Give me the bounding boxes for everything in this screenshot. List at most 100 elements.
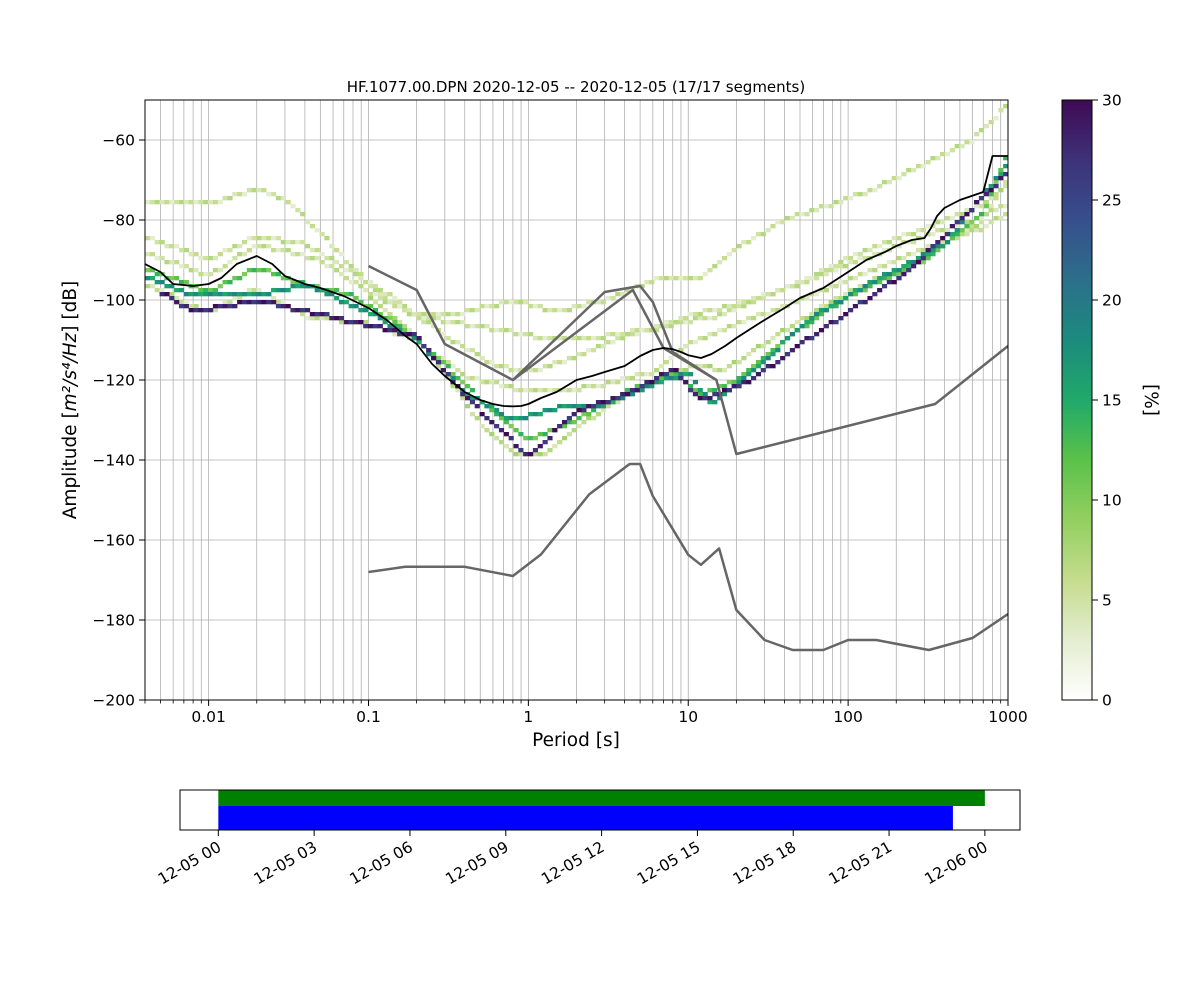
heatmap-cell xyxy=(266,292,272,297)
heatmap-cell xyxy=(702,316,708,321)
heatmap-cell xyxy=(581,420,587,425)
heatmap-cell xyxy=(338,292,345,297)
heatmap-cell xyxy=(300,252,306,257)
heatmap-cell xyxy=(363,288,369,293)
heatmap-cell xyxy=(804,324,810,329)
heatmap-cell xyxy=(906,260,912,265)
timeline-tick-label: 12-05 03 xyxy=(251,838,320,888)
heatmap-cell xyxy=(731,324,737,329)
heatmap-cell xyxy=(397,324,403,329)
heatmap-cell xyxy=(925,256,931,261)
heatmap-cell xyxy=(149,284,155,289)
heatmap-cell xyxy=(561,424,568,429)
reference-curves xyxy=(367,264,1008,652)
heatmap-cell xyxy=(532,448,539,453)
heatmap-cell xyxy=(949,216,955,221)
heatmap-cell xyxy=(193,308,199,313)
heatmap-cell xyxy=(169,284,175,289)
y-tick-label: −180 xyxy=(92,612,135,630)
heatmap-cell xyxy=(721,304,728,309)
y-axis-label-tail: ] [dB] xyxy=(60,281,81,333)
heatmap-cell xyxy=(251,188,257,193)
heatmap-cell xyxy=(809,316,815,321)
heatmap-cell xyxy=(145,284,151,289)
heatmap-cell xyxy=(304,284,311,289)
heatmap-cell xyxy=(542,336,548,341)
heatmap-cell xyxy=(188,252,194,257)
heatmap-cell xyxy=(765,352,771,357)
heatmap-cell xyxy=(799,316,805,321)
heatmap-cell xyxy=(765,356,771,361)
heatmap-cell xyxy=(586,300,592,305)
heatmap-cell xyxy=(925,160,931,165)
heatmap-cell xyxy=(513,452,519,457)
heatmap-cell xyxy=(338,252,345,257)
heatmap-cell xyxy=(780,328,786,333)
heatmap-cell xyxy=(290,284,296,289)
heatmap-cell xyxy=(338,316,345,321)
heatmap-cell xyxy=(872,276,878,281)
heatmap-cell xyxy=(464,376,471,381)
heatmap-cell xyxy=(838,300,844,305)
heatmap-cell xyxy=(857,284,863,289)
heatmap-cell xyxy=(508,300,514,305)
heatmap-cell xyxy=(804,336,810,341)
heatmap-cell xyxy=(857,192,863,197)
heatmap-cell xyxy=(246,300,252,305)
heatmap-cell xyxy=(285,288,291,293)
heatmap-cell xyxy=(775,308,781,313)
heatmap-cell xyxy=(944,152,951,157)
heatmap-cell xyxy=(896,268,902,273)
heatmap-cell xyxy=(993,116,999,121)
heatmap-cell xyxy=(266,192,272,197)
heatmap-cell xyxy=(974,132,980,137)
heatmap-cell xyxy=(188,268,194,273)
heatmap-cell xyxy=(232,292,238,297)
heatmap-cell xyxy=(193,200,199,205)
heatmap-cell xyxy=(183,304,189,309)
heatmap-cell xyxy=(178,304,185,309)
heatmap-cell xyxy=(974,204,980,209)
heatmap-cell xyxy=(193,268,199,273)
heatmap-cell xyxy=(911,252,917,257)
heatmap-cell xyxy=(285,304,291,309)
heatmap-cell xyxy=(930,252,936,257)
heatmap-cell xyxy=(154,288,160,293)
heatmap-cell xyxy=(702,364,708,369)
heatmap-cell xyxy=(857,272,863,277)
heatmap-cell xyxy=(911,260,917,265)
heatmap-cell xyxy=(542,452,548,457)
heatmap-cell xyxy=(668,320,674,325)
heatmap-cell xyxy=(416,316,422,321)
heatmap-cell xyxy=(489,380,495,385)
heatmap-cell xyxy=(877,276,883,281)
heatmap-cell xyxy=(232,192,238,197)
heatmap-cell xyxy=(431,316,437,321)
heatmap-cell xyxy=(246,248,252,253)
heatmap-cell xyxy=(154,256,160,261)
timeline-frame xyxy=(179,789,1021,831)
heatmap-cell xyxy=(658,380,665,385)
heatmap-cell xyxy=(338,320,345,325)
heatmap-cell xyxy=(154,240,160,245)
heatmap-cell xyxy=(818,328,825,333)
heatmap-cell xyxy=(838,316,844,321)
heatmap-cell xyxy=(823,304,829,309)
y-axis-label-math: m²/s⁴/Hz xyxy=(60,331,81,411)
heatmap-cell xyxy=(479,424,485,429)
heatmap-cell xyxy=(382,320,388,325)
heatmap-cell xyxy=(494,304,500,309)
heatmap-cell xyxy=(271,248,277,253)
heatmap-cell xyxy=(532,452,539,457)
heatmap-cell xyxy=(746,372,752,377)
heatmap-cell xyxy=(620,332,626,337)
heatmap-cell xyxy=(421,316,427,321)
heatmap-cell xyxy=(227,196,233,201)
heatmap-cell xyxy=(440,332,446,337)
heatmap-cell xyxy=(731,248,737,253)
ppsd-plot-area: 0.01 0.1 1 10 100 1000 −60 −80 −100 −120 −140 −160… xyxy=(92,99,1028,726)
heatmap-cell xyxy=(780,288,786,293)
heatmap-cell xyxy=(770,308,776,313)
heatmap-cell xyxy=(212,292,219,297)
